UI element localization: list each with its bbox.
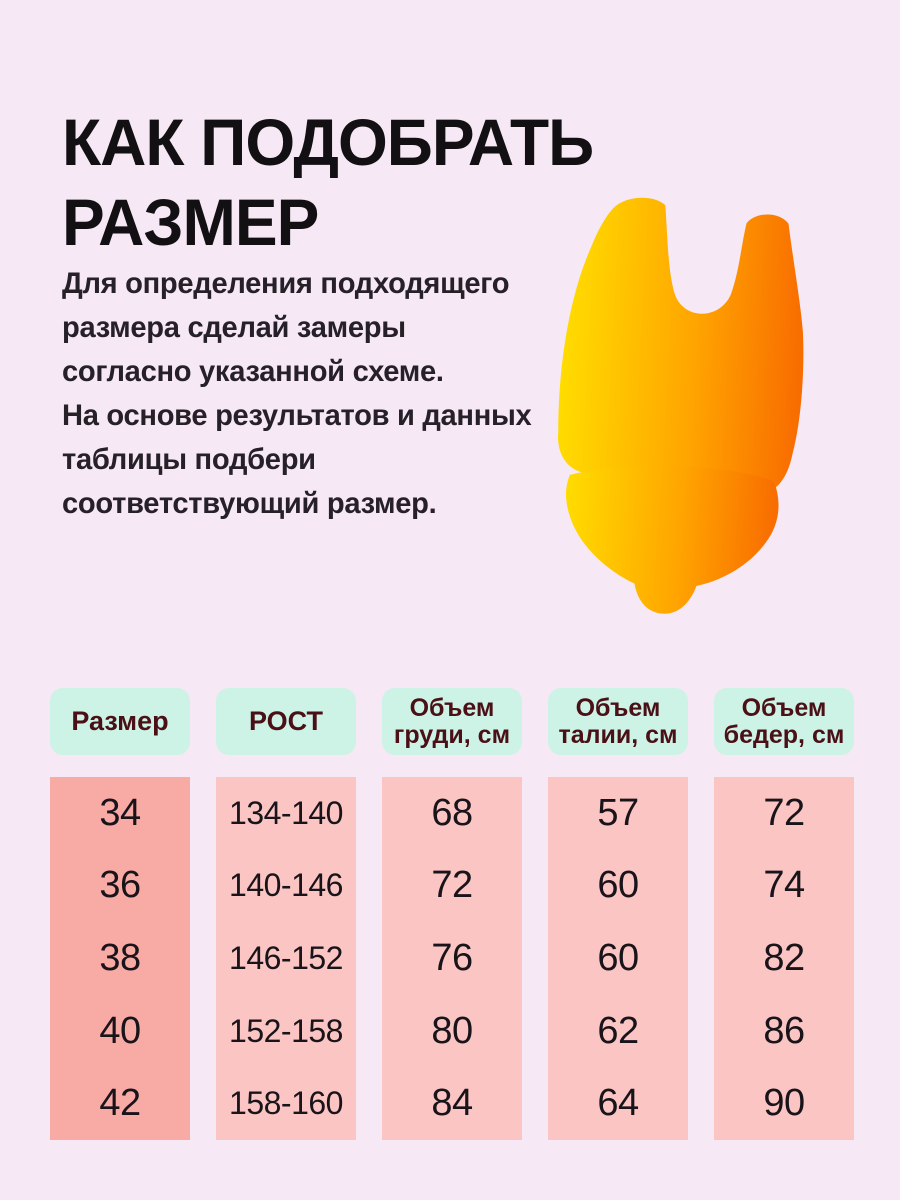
table-cell: 84 xyxy=(431,1082,473,1125)
table-cell: 76 xyxy=(431,936,473,979)
header-chest: Объем груди, см xyxy=(382,688,522,755)
bikini-illustration xyxy=(558,197,804,614)
description-line: согласно указанной схеме. xyxy=(62,355,444,388)
table-cell: 74 xyxy=(763,864,805,907)
description-line: соответствующий размер. xyxy=(62,487,437,520)
page-title-line1: КАК ПОДОБРАТЬ xyxy=(62,105,594,179)
description-line: На основе результатов и данных xyxy=(62,399,532,432)
table-cell: 158-160 xyxy=(229,1085,343,1122)
table-cell: 64 xyxy=(597,1082,639,1125)
size-table-column-waist: Объем талии, см 57 60 60 62 64 xyxy=(548,688,688,1140)
table-cell: 36 xyxy=(99,864,141,907)
table-cell: 34 xyxy=(99,791,141,834)
size-table-column-size: Размер 34 36 38 40 42 xyxy=(50,688,190,1140)
table-cell: 80 xyxy=(431,1009,473,1052)
size-table-column-height: РОСТ 134-140 140-146 146-152 152-158 158… xyxy=(216,688,356,1140)
header-waist-line1: Объем xyxy=(575,693,661,722)
table-cell: 140-146 xyxy=(229,867,343,904)
table-cell: 86 xyxy=(763,1009,805,1052)
size-column-body: 34 36 38 40 42 xyxy=(50,777,190,1140)
page-title: КАК ПОДОБРАТЬ РАЗМЕР xyxy=(62,102,594,262)
description-line: Для определения подходящего xyxy=(62,267,510,300)
size-table-column-hips: Объем бедер, см 72 74 82 86 90 xyxy=(714,688,854,1140)
header-waist-line2: талии, см xyxy=(558,720,678,749)
table-cell: 72 xyxy=(431,864,473,907)
table-cell: 42 xyxy=(99,1082,141,1125)
table-cell: 60 xyxy=(597,936,639,979)
chest-column-body: 68 72 76 80 84 xyxy=(382,777,522,1140)
header-height-label: РОСТ xyxy=(249,706,323,736)
header-height: РОСТ xyxy=(216,688,356,755)
table-cell: 60 xyxy=(597,864,639,907)
header-chest-line1: Объем xyxy=(409,693,495,722)
header-size-label: Размер xyxy=(71,706,169,736)
table-cell: 72 xyxy=(763,791,805,834)
table-cell: 146-152 xyxy=(229,939,343,976)
table-cell: 38 xyxy=(99,936,141,979)
header-hips-line1: Объем xyxy=(741,693,827,722)
header-size: Размер xyxy=(50,688,190,755)
waist-column-body: 57 60 60 62 64 xyxy=(548,777,688,1140)
table-cell: 82 xyxy=(763,936,805,979)
page-title-line2: РАЗМЕР xyxy=(62,185,319,259)
table-cell: 57 xyxy=(597,791,639,834)
bikini-top-icon xyxy=(558,197,804,495)
hips-column-body: 72 74 82 86 90 xyxy=(714,777,854,1140)
bikini-bottom-icon xyxy=(566,466,779,614)
description-line: таблицы подбери xyxy=(62,443,316,476)
table-cell: 40 xyxy=(99,1009,141,1052)
description-line: размера сделай замеры xyxy=(62,311,406,344)
size-table-column-chest: Объем груди, см 68 72 76 80 84 xyxy=(382,688,522,1140)
table-cell: 68 xyxy=(431,791,473,834)
header-chest-line2: груди, см xyxy=(393,720,511,749)
header-hips: Объем бедер, см xyxy=(714,688,854,755)
height-column-body: 134-140 140-146 146-152 152-158 158-160 xyxy=(216,777,356,1140)
table-cell: 90 xyxy=(763,1082,805,1125)
table-cell: 152-158 xyxy=(229,1012,343,1049)
table-cell: 62 xyxy=(597,1009,639,1052)
description-text: Для определения подходящего размера сдел… xyxy=(62,262,532,526)
table-cell: 134-140 xyxy=(229,794,343,831)
header-hips-line2: бедер, см xyxy=(723,720,845,749)
header-waist: Объем талии, см xyxy=(548,688,688,755)
